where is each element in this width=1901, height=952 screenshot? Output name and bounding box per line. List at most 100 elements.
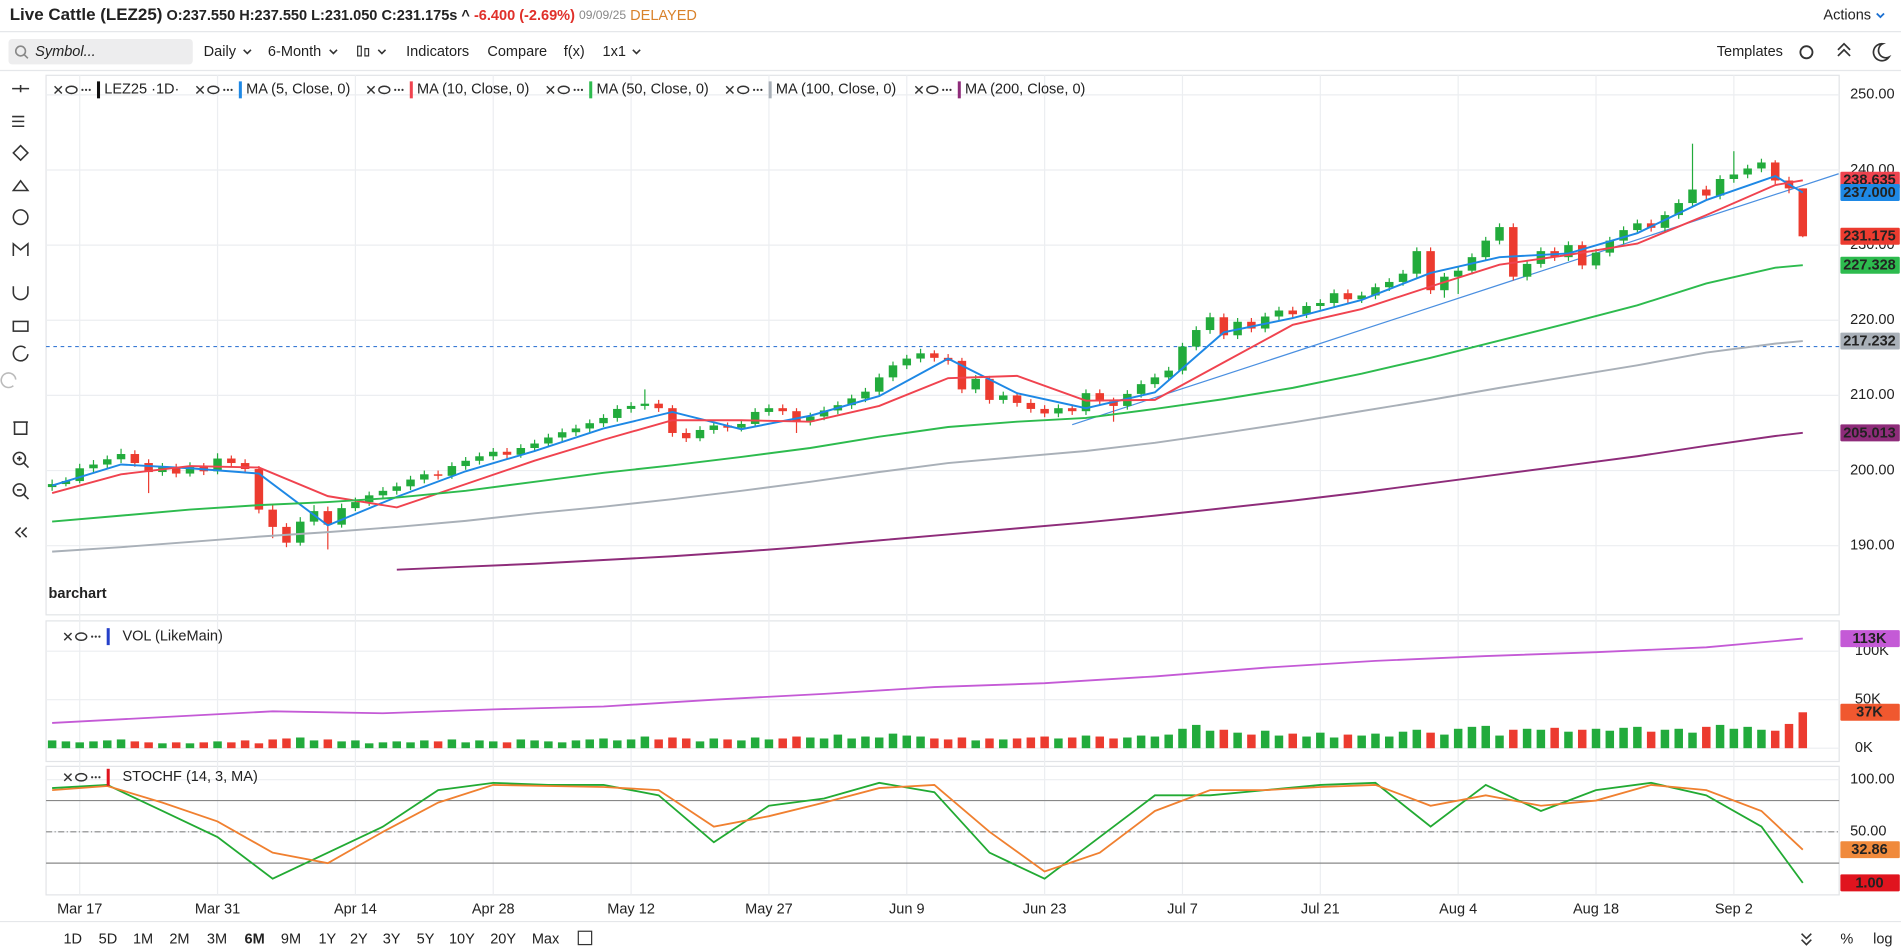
- volume-bar: [116, 739, 126, 749]
- more-icon: [573, 88, 576, 91]
- undo-icon[interactable]: [12, 345, 29, 362]
- remove-icon[interactable]: [914, 85, 924, 95]
- volume-bar: [847, 738, 856, 749]
- chart-type-icon[interactable]: [357, 45, 370, 57]
- log-toggle[interactable]: log: [1873, 932, 1892, 948]
- volume-bar: [806, 737, 815, 749]
- tool-icon[interactable]: [12, 85, 30, 93]
- candle-body: [1522, 263, 1532, 277]
- tool-icon[interactable]: [12, 242, 29, 256]
- settings-icon[interactable]: [1799, 45, 1814, 60]
- visibility-icon[interactable]: [737, 85, 750, 95]
- visibility-icon[interactable]: [75, 632, 88, 642]
- volume-bar: [778, 738, 787, 749]
- actions-menu[interactable]: Actions: [1823, 8, 1871, 24]
- volume-bar: [943, 739, 953, 749]
- remove-icon[interactable]: [54, 85, 63, 95]
- range-button[interactable]: Max: [532, 932, 560, 948]
- remove-icon[interactable]: [725, 85, 734, 95]
- toolbar-button[interactable]: 1x1: [603, 44, 626, 60]
- tool-icon[interactable]: [12, 144, 29, 162]
- range-button[interactable]: 9M: [281, 932, 301, 948]
- candle-body: [268, 509, 277, 527]
- range-button[interactable]: 2M: [169, 932, 189, 948]
- last-value-box: [1840, 630, 1900, 648]
- search-icon: [14, 45, 27, 57]
- remove-icon[interactable]: [63, 773, 73, 782]
- range-button[interactable]: 1Y: [318, 932, 336, 948]
- interval-menu[interactable]: Daily: [204, 44, 237, 60]
- lock-icon[interactable]: [12, 320, 29, 332]
- range-button[interactable]: 10Y: [449, 932, 475, 948]
- candle-body: [1743, 168, 1752, 175]
- redo-icon[interactable]: [0, 372, 17, 389]
- volume-bar: [1481, 725, 1490, 749]
- candle-body: [1136, 384, 1146, 394]
- volume-bar: [1274, 735, 1284, 749]
- candle-body: [116, 454, 126, 460]
- visibility-icon[interactable]: [557, 85, 570, 95]
- tool-icon[interactable]: [12, 115, 25, 128]
- remove-icon[interactable]: [195, 85, 205, 95]
- tool-icon[interactable]: [11, 179, 30, 192]
- calendar-icon[interactable]: [577, 930, 593, 946]
- candle-body: [1591, 252, 1601, 266]
- range-button[interactable]: 5Y: [417, 932, 435, 948]
- volume-bar: [351, 740, 360, 749]
- last-value-label: 1.00: [1855, 875, 1883, 891]
- candle-body: [1095, 393, 1105, 402]
- visibility-icon[interactable]: [378, 85, 391, 95]
- zoom-out-icon[interactable]: [12, 483, 27, 497]
- collapse-tools-icon[interactable]: [14, 526, 28, 538]
- templates-button[interactable]: Templates: [1717, 44, 1783, 60]
- tool-icon[interactable]: [12, 209, 29, 226]
- volume-bar: [1164, 734, 1173, 749]
- visibility-icon[interactable]: [207, 85, 220, 95]
- more-icon: [98, 635, 101, 638]
- volume-bar: [1192, 724, 1201, 749]
- symbol-search[interactable]: [8, 38, 193, 65]
- zoom-in-icon[interactable]: [12, 451, 27, 466]
- collapse-icon[interactable]: [1837, 42, 1851, 57]
- candle-body: [640, 403, 650, 406]
- candle-body: [1453, 270, 1463, 277]
- remove-icon[interactable]: [546, 85, 555, 95]
- period-menu[interactable]: 6-Month: [268, 44, 321, 60]
- candle-body: [750, 411, 760, 424]
- range-button[interactable]: 1M: [133, 932, 153, 948]
- range-button[interactable]: 2Y: [350, 932, 368, 948]
- symbol-placeholder: Symbol...: [35, 44, 96, 60]
- range-button[interactable]: 6M: [245, 932, 265, 948]
- scroll-icon[interactable]: [1801, 933, 1812, 946]
- volume-bar: [530, 740, 539, 749]
- delete-icon[interactable]: [13, 421, 28, 435]
- toolbar-button[interactable]: Compare: [487, 44, 547, 60]
- x-tick-label: Mar 31: [195, 901, 240, 917]
- range-button[interactable]: 5D: [99, 932, 118, 948]
- volume-bar: [1385, 736, 1394, 749]
- range-button[interactable]: 1D: [63, 932, 82, 948]
- toolbar-button[interactable]: f(x): [564, 44, 585, 60]
- visibility-icon[interactable]: [65, 85, 78, 95]
- volume-pane: [45, 620, 1840, 763]
- range-button[interactable]: 20Y: [490, 932, 516, 948]
- candle-body: [1247, 321, 1256, 329]
- remove-icon[interactable]: [366, 85, 376, 95]
- candle-body: [1164, 370, 1173, 378]
- candle-body: [1440, 276, 1449, 291]
- volume-bar: [406, 742, 415, 749]
- toolbar-button[interactable]: Indicators: [406, 44, 469, 60]
- range-button[interactable]: 3M: [207, 932, 227, 948]
- visibility-icon[interactable]: [926, 85, 939, 95]
- volume-bar: [888, 733, 898, 749]
- volume-bar: [1329, 737, 1339, 749]
- candle-body: [461, 460, 470, 467]
- range-button[interactable]: 3Y: [383, 932, 401, 948]
- percent-toggle[interactable]: %: [1840, 932, 1853, 948]
- magnet-icon[interactable]: [12, 286, 29, 301]
- visibility-icon[interactable]: [75, 772, 88, 782]
- quote-close: C:231.175s ^: [381, 8, 470, 24]
- remove-icon[interactable]: [63, 632, 73, 641]
- theme-icon[interactable]: [1872, 42, 1892, 62]
- candle-body: [1178, 346, 1187, 371]
